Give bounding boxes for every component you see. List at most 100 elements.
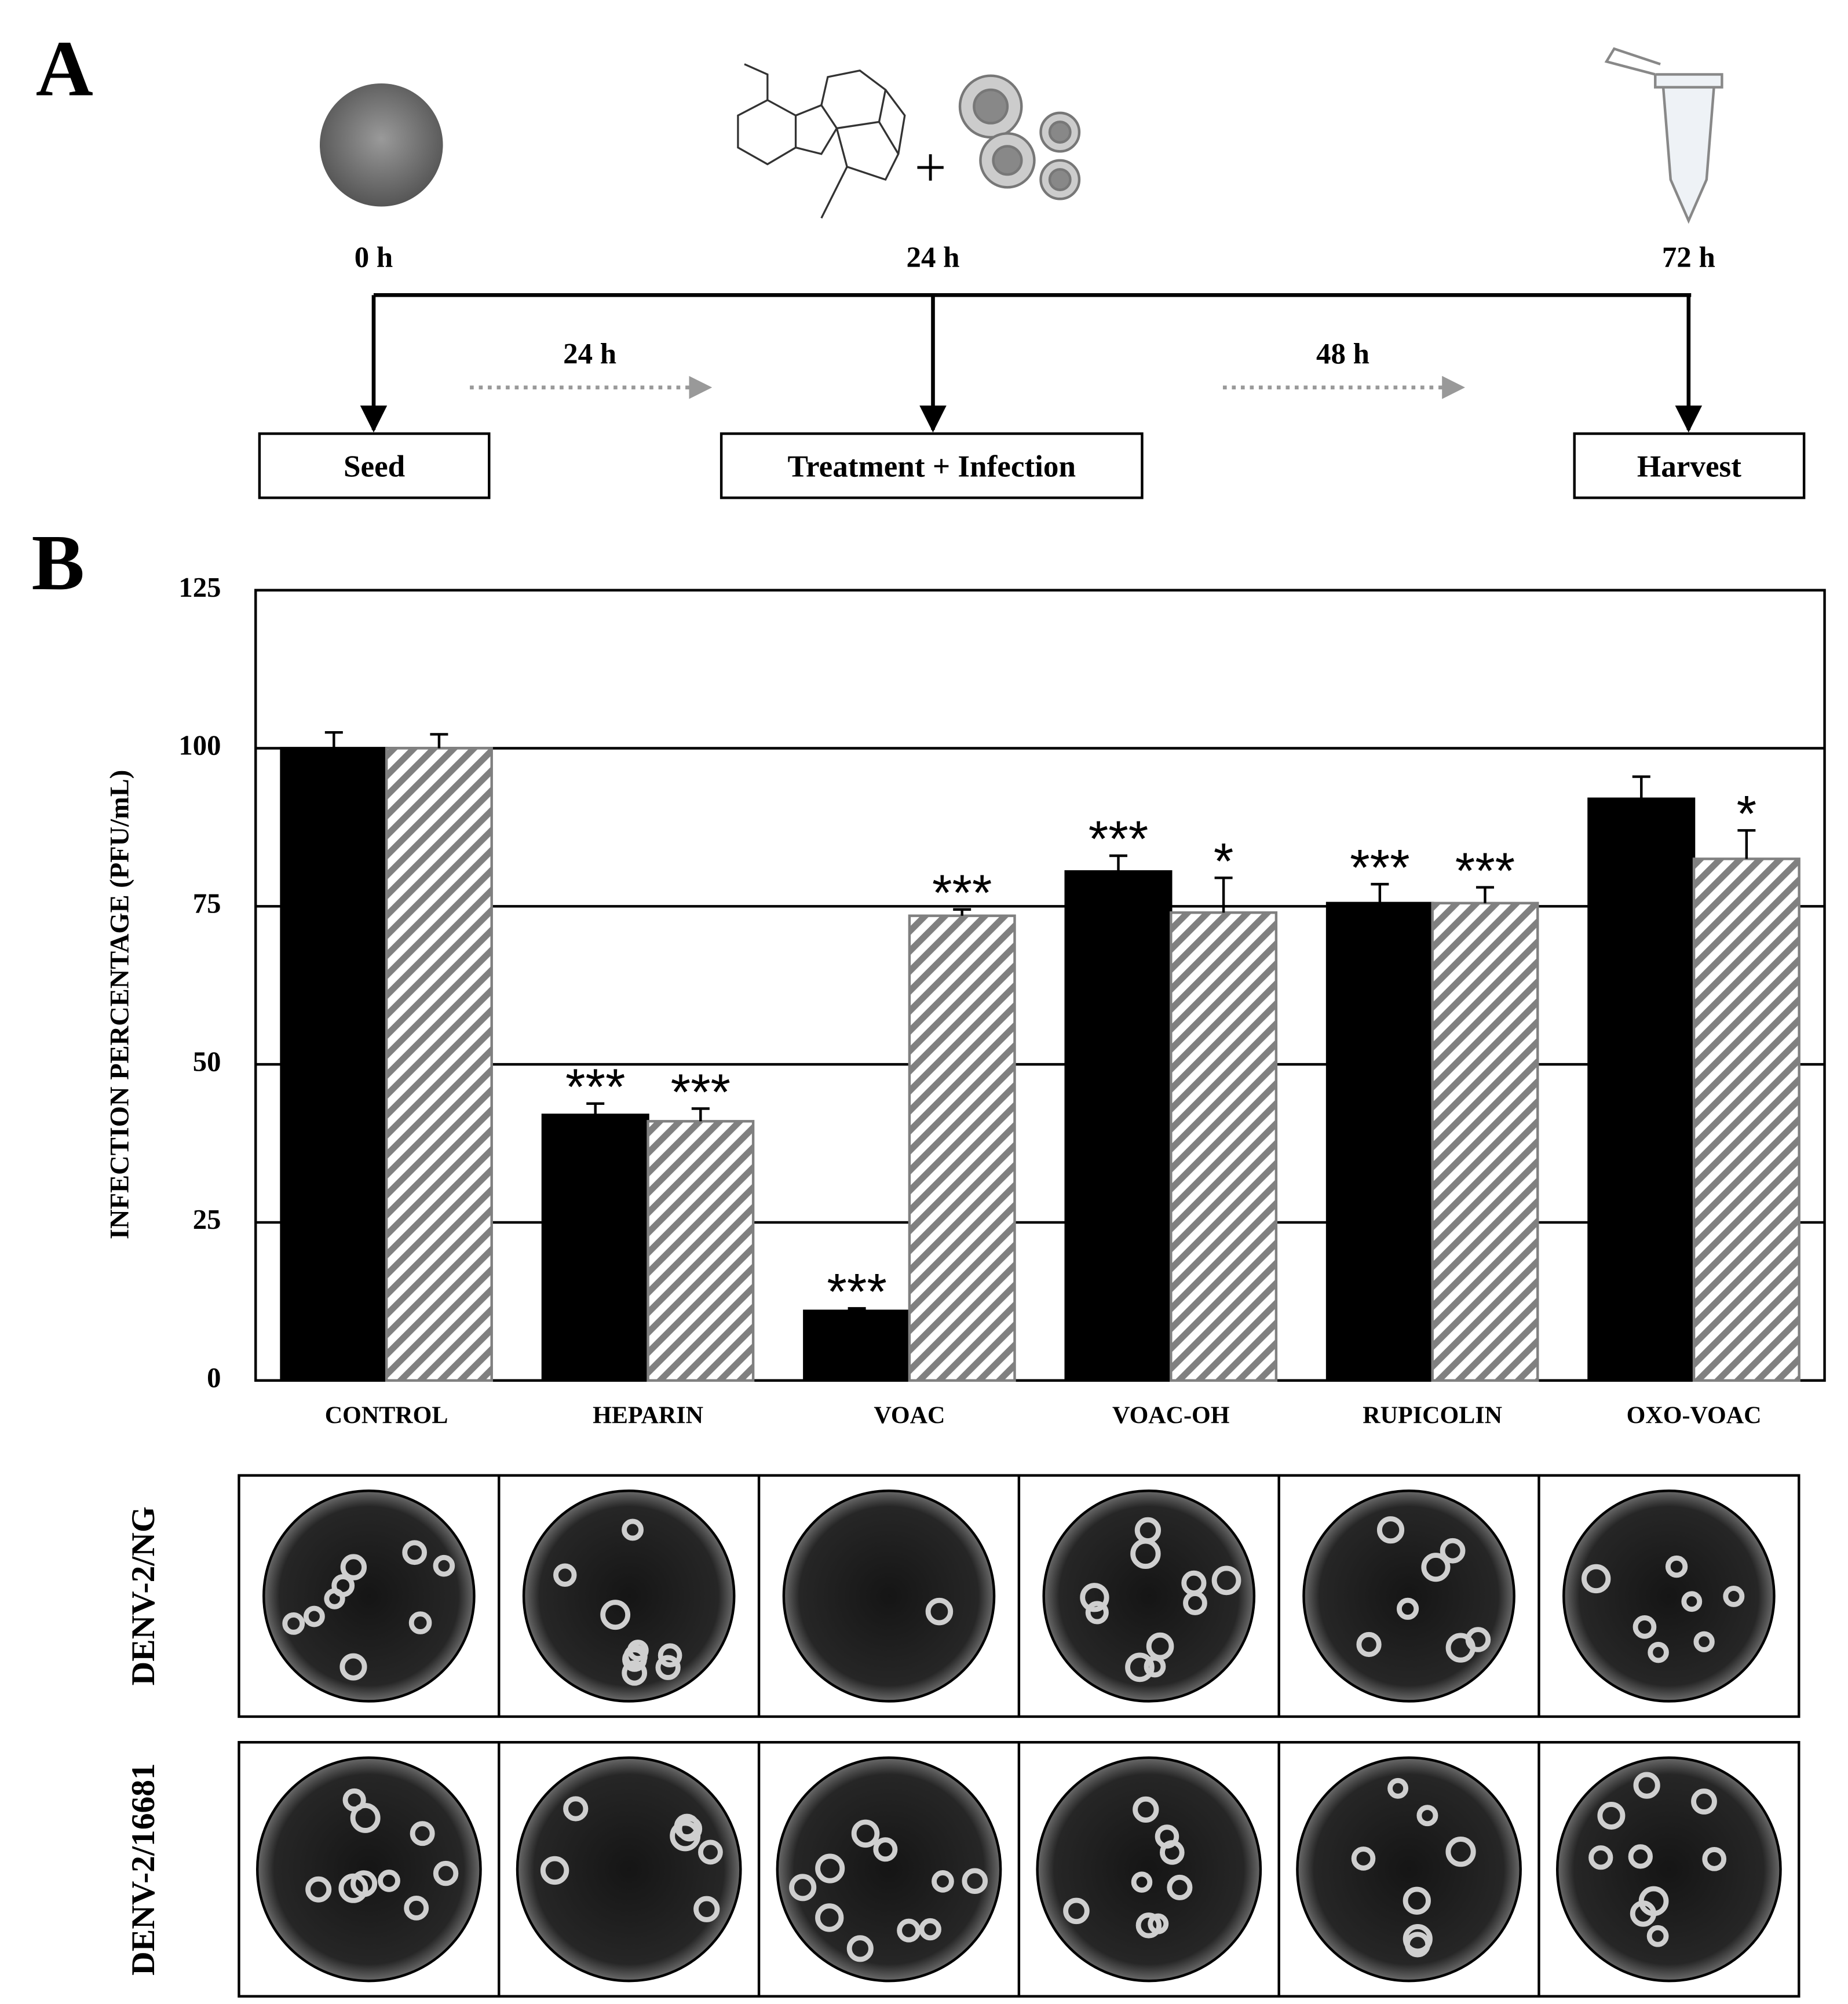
plaque [600, 1600, 631, 1630]
plaque [340, 1554, 367, 1580]
plaque [873, 1837, 898, 1862]
plaque [1693, 1631, 1715, 1652]
plaque [622, 1518, 644, 1541]
plaque [693, 1896, 720, 1922]
well [256, 1756, 482, 1983]
error-bar [1109, 854, 1127, 872]
error-bar [1214, 876, 1233, 913]
x-tick-label: HEPARIN [593, 1403, 703, 1429]
bar [280, 747, 388, 1382]
plaque [1445, 1837, 1476, 1867]
significance-label: *** [932, 864, 992, 921]
plaque [1665, 1555, 1688, 1578]
error-bar [324, 731, 343, 749]
step-box [258, 432, 491, 499]
plaque-images: DENV-2/NG DENV-2/16681 [125, 1474, 1800, 1998]
plaque [622, 1660, 648, 1686]
error-bar [430, 733, 448, 749]
error-bar [1632, 775, 1650, 799]
error-bar [1476, 886, 1494, 903]
plaque [1723, 1585, 1745, 1607]
step-label: Harvest [1637, 450, 1741, 484]
plaque [1131, 1871, 1153, 1893]
plaque [1160, 1840, 1185, 1865]
plaque [1135, 1912, 1162, 1939]
well [1042, 1489, 1256, 1703]
plaque [897, 1918, 921, 1943]
plaque [1632, 1615, 1657, 1639]
interval-label: 24 h [563, 338, 616, 370]
plaque [1351, 1846, 1376, 1871]
plaque [1646, 1925, 1669, 1947]
significance-label: *** [1455, 842, 1515, 899]
plot-frame [254, 589, 1826, 1382]
plaque [404, 1895, 429, 1921]
plus-sign: + [915, 136, 947, 199]
significance-label: * [1214, 832, 1233, 889]
plaque [1133, 1796, 1159, 1823]
x-tick-label: OXO-VOAC [1627, 1403, 1762, 1429]
bar [541, 1114, 649, 1382]
plaque [846, 1935, 874, 1962]
plaque [1376, 1516, 1405, 1544]
bar [1170, 911, 1278, 1382]
well [262, 1489, 476, 1703]
plaque [540, 1856, 569, 1885]
well [782, 1489, 996, 1703]
plaque [658, 1643, 682, 1668]
plaque [1440, 1538, 1466, 1564]
step-label: Treatment + Infection [788, 450, 1076, 484]
y-tick-label: 50 [193, 1046, 221, 1077]
plaque [1396, 1597, 1419, 1620]
plaque [1080, 1583, 1109, 1612]
plaque [1648, 1641, 1669, 1663]
bar [647, 1120, 755, 1382]
plaque [1416, 1805, 1438, 1827]
bar [385, 747, 493, 1382]
significance-label: *** [1350, 838, 1409, 896]
panel-label: A [36, 24, 93, 112]
y-tick-label: 25 [193, 1204, 221, 1235]
plaque [1085, 1601, 1109, 1625]
plaque [698, 1839, 723, 1865]
plaque [1628, 1844, 1653, 1869]
plaque [655, 1655, 681, 1680]
time-label: 0 h [355, 242, 393, 274]
step-box [720, 432, 1144, 499]
x-tick-label: VOAC [874, 1403, 945, 1429]
plaque [1387, 1777, 1409, 1799]
plaque [1445, 1633, 1476, 1663]
compound-structure [737, 63, 906, 219]
plaque [670, 1820, 701, 1852]
y-tick-label: 125 [178, 572, 221, 603]
bar [1064, 870, 1173, 1382]
plaque [1148, 1913, 1169, 1934]
plaque [282, 1612, 305, 1635]
significance-label: *** [1089, 810, 1148, 867]
plaque [350, 1870, 378, 1897]
y-tick-label: 100 [178, 730, 221, 761]
plaque [1691, 1788, 1717, 1815]
x-tick-label: VOAC-OH [1112, 1403, 1230, 1429]
error-bar [953, 908, 972, 916]
bar [908, 914, 1016, 1382]
plaque [1403, 1924, 1433, 1954]
plaque [622, 1647, 647, 1672]
plaque [1633, 1772, 1660, 1799]
time-label: 72 h [1662, 242, 1715, 274]
well [516, 1756, 742, 1983]
step-label: Seed [344, 450, 405, 484]
bar [803, 1309, 911, 1382]
well [776, 1756, 1002, 1983]
plaque [402, 1540, 428, 1565]
plaque [932, 1870, 954, 1893]
plaque [925, 1597, 954, 1626]
well [1302, 1489, 1515, 1703]
interval-label: 48 h [1316, 338, 1369, 370]
plaque [342, 1788, 366, 1812]
plaque [1597, 1801, 1626, 1830]
error-bar [1737, 829, 1756, 859]
plaque [1063, 1897, 1090, 1925]
